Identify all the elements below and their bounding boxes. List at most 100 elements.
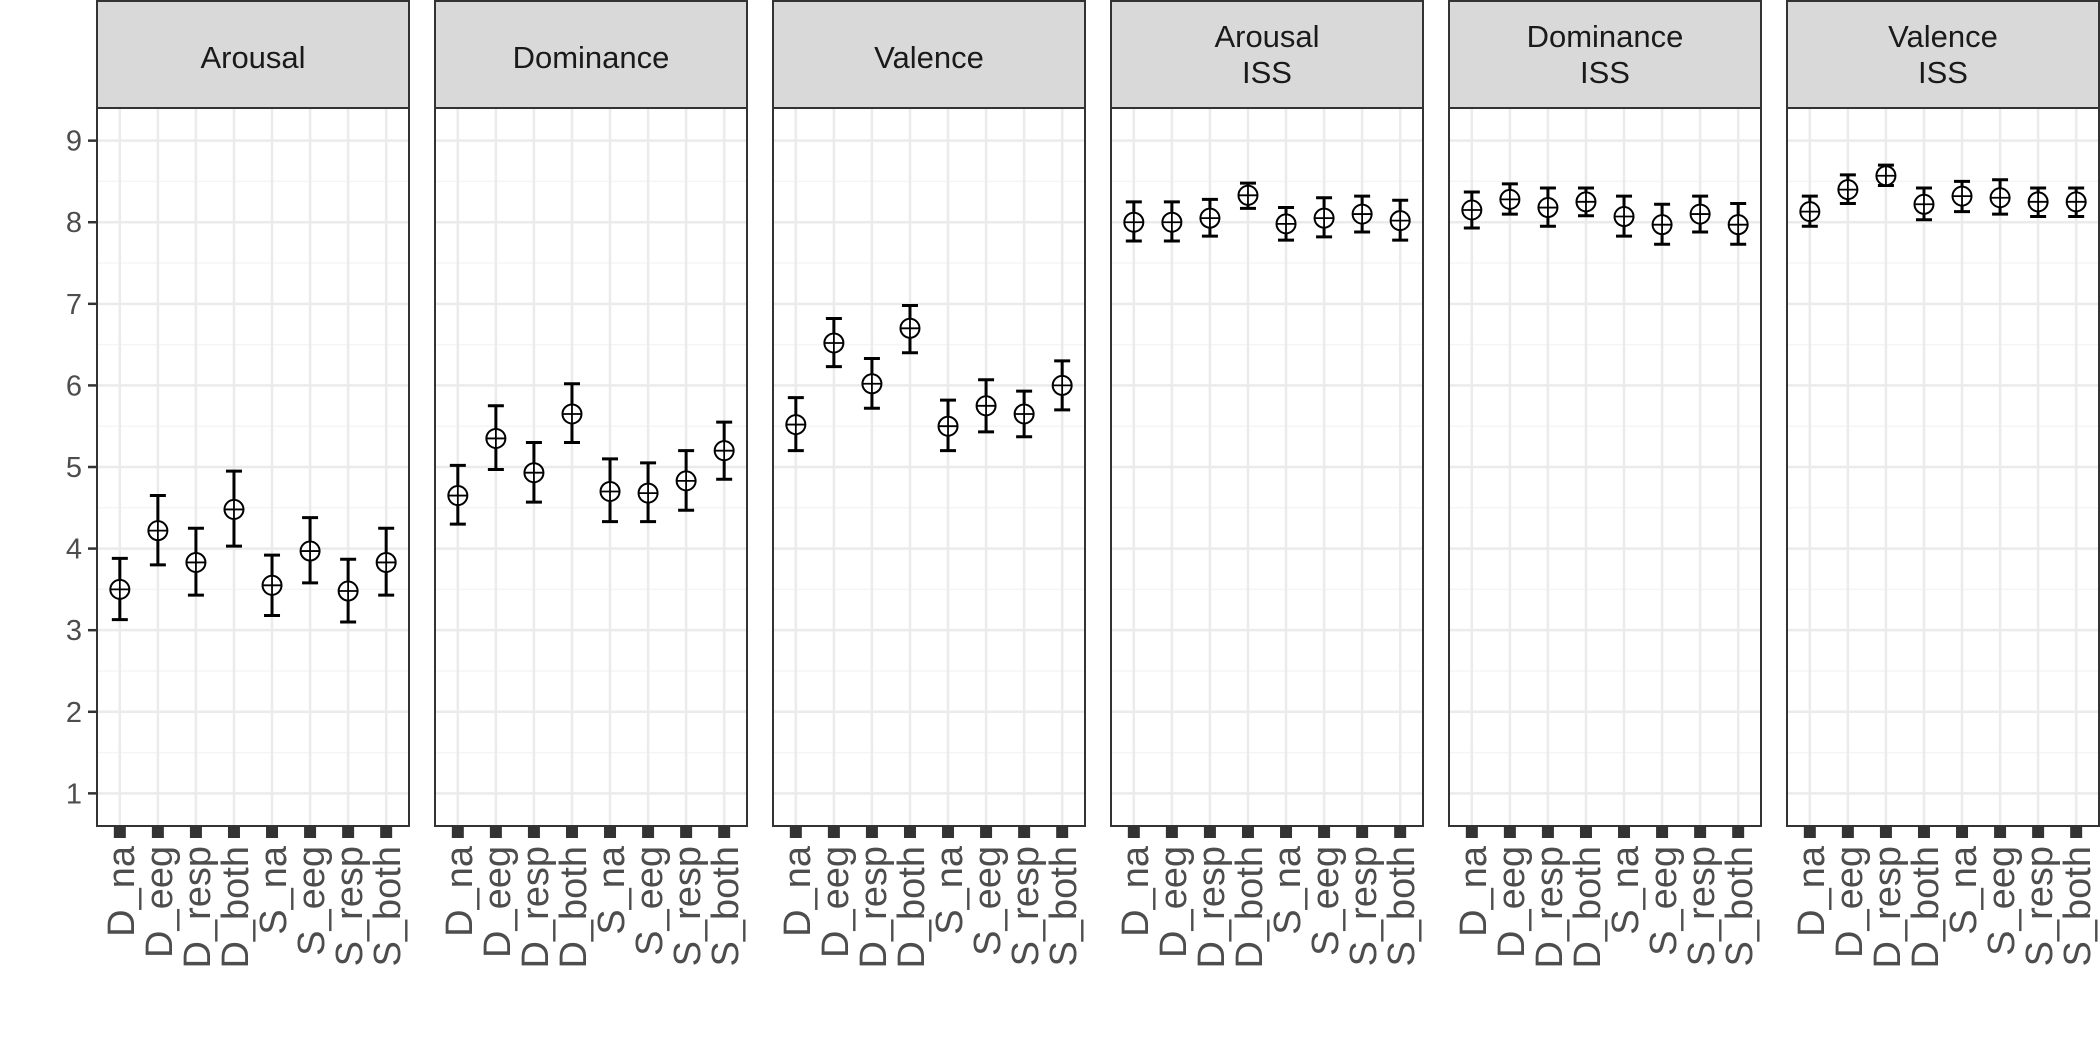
x-tick-label: S_eeg [291, 846, 333, 956]
x-tick-label: D_eeg [815, 846, 857, 958]
data-point [675, 449, 697, 512]
x-tick-label: S_na [929, 845, 971, 935]
x-tick-label: D_na [777, 845, 819, 937]
x-tick-label: S_eeg [1643, 846, 1685, 956]
x-tick-label: D_resp [1867, 846, 1909, 969]
x-tick-label: S_eeg [1981, 846, 2023, 956]
data-point [1837, 173, 1859, 205]
data-point [1613, 194, 1635, 238]
data-point [975, 378, 997, 434]
facet-strip-label: ISS [1580, 55, 1630, 90]
facet-strip [1110, 0, 1424, 109]
x-tick-label: D_resp [515, 846, 557, 969]
panel-border [772, 107, 1086, 827]
data-point [2065, 186, 2087, 219]
data-point [713, 420, 735, 481]
x-tick-label: S_both [1381, 846, 1423, 966]
data-point [561, 382, 583, 445]
data-point [109, 556, 131, 622]
x-tick-label: D_both [1905, 846, 1947, 969]
y-tick-label: 5 [66, 452, 82, 484]
x-tick-label: D_resp [853, 846, 895, 969]
data-point [1051, 359, 1073, 412]
x-tick-label: D_na [1453, 845, 1495, 937]
y-tick-label: 4 [66, 534, 82, 566]
y-tick-label: 7 [66, 289, 82, 321]
x-tick-label: S_na [1605, 845, 1647, 935]
y-tick-label: 2 [66, 697, 82, 729]
data-point [1799, 194, 1821, 228]
x-tick-label: S_eeg [629, 846, 671, 956]
data-point [1875, 163, 1897, 188]
data-point [1537, 186, 1559, 228]
x-tick-label: D_na [101, 845, 143, 937]
x-tick-label: S_na [1267, 845, 1309, 935]
facet-strip [1448, 0, 1762, 109]
data-point [1951, 179, 1973, 214]
y-tick-label: 1 [66, 778, 82, 810]
x-tick-label: D_eeg [477, 846, 519, 958]
facet-strip-label: Arousal [200, 40, 305, 75]
x-tick-label: D_resp [1529, 846, 1571, 969]
panel-border [434, 107, 748, 827]
x-tick-label: S_resp [1005, 846, 1047, 966]
data-point [823, 317, 845, 369]
data-point [1575, 186, 1597, 218]
facet-strip [1786, 0, 2100, 109]
x-tick-label: D_eeg [139, 846, 181, 958]
facet-strip-label: Dominance [1527, 19, 1684, 54]
y-tick-label: 9 [66, 126, 82, 158]
data-point [899, 303, 921, 355]
facet-strip-label: Dominance [513, 40, 670, 75]
data-point [861, 356, 883, 410]
x-tick-label: S_resp [667, 846, 709, 966]
y-tick-label: 3 [66, 615, 82, 647]
data-point [1313, 196, 1335, 239]
data-point [785, 396, 807, 453]
x-tick-label: S_both [1043, 846, 1085, 966]
data-point [1389, 198, 1411, 242]
x-tick-label: D_na [1791, 845, 1833, 937]
data-point [1123, 200, 1145, 243]
x-tick-label: S_resp [2019, 846, 2061, 966]
data-point [637, 461, 659, 524]
data-point [523, 441, 545, 504]
data-point [1913, 186, 1935, 222]
x-tick-label: S_na [1943, 845, 1985, 935]
x-tick-label: D_both [891, 846, 933, 969]
facet-strip-label: Valence [874, 40, 984, 75]
data-point [261, 553, 283, 617]
x-tick-label: S_both [1719, 846, 1761, 966]
facet-strip-label: Valence [1888, 19, 1998, 54]
facet-panel: DominanceD_naD_eegD_respD_bothS_naS_eegS… [434, 0, 748, 969]
y-tick-label: 6 [66, 370, 82, 402]
x-tick-label: D_na [439, 845, 481, 937]
data-point [1461, 190, 1483, 230]
x-tick-label: D_eeg [1829, 846, 1871, 958]
facet-strip [434, 0, 748, 109]
y-axis: 1 2 3 4 5 6 7 8 9 [66, 126, 97, 810]
data-point [185, 526, 207, 597]
data-point [1651, 202, 1673, 246]
facet-panel: Arousal D_naD_eegD_respD_bothS_naS_eegS_r… [96, 0, 410, 969]
data-point [1499, 182, 1521, 216]
panel-border [1448, 107, 1762, 827]
x-tick-label: S_eeg [1305, 846, 1347, 956]
data-point [1727, 201, 1749, 246]
x-tick-label: S_both [705, 846, 747, 966]
data-point [2027, 186, 2049, 219]
data-point [223, 469, 245, 548]
x-tick-label: D_resp [177, 846, 219, 969]
x-tick-label: D_na [1115, 845, 1157, 937]
data-point [447, 463, 469, 526]
facet-strip-label: Arousal [1214, 19, 1319, 54]
facet-strip [96, 0, 410, 109]
data-point [299, 516, 321, 585]
data-point [1199, 197, 1221, 238]
x-tick-label: S_na [591, 845, 633, 935]
